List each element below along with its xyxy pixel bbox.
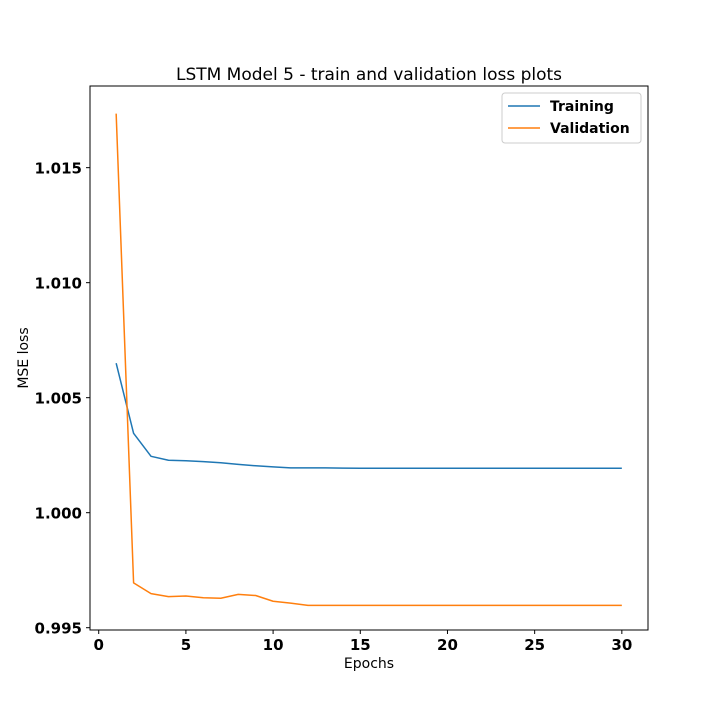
y-tick-label: 1.010: [35, 275, 82, 293]
y-tick-label: 1.005: [35, 390, 82, 408]
x-tick-label: 20: [437, 636, 458, 654]
x-axis: 0 5 10 15 20 25 30: [94, 630, 632, 654]
plot-frame: [89, 85, 649, 631]
y-tick-label: 1.015: [35, 160, 82, 178]
y-tick-label: 1.000: [35, 505, 82, 523]
series-layer: [115, 113, 622, 607]
x-axis-label: Epochs: [344, 656, 394, 672]
x-tick-label: 0: [94, 636, 104, 654]
x-tick-label: 25: [524, 636, 545, 654]
y-axis: 0.995 1.000 1.005 1.010 1.015: [35, 160, 90, 638]
chart-title: LSTM Model 5 - train and validation loss…: [176, 65, 562, 85]
y-tick-label: 0.995: [35, 620, 82, 638]
series-line-validation: [115, 113, 622, 607]
x-tick-label: 15: [350, 636, 371, 654]
x-tick-label: 5: [181, 636, 191, 654]
legend-label-training: Training: [550, 99, 614, 115]
x-tick-label: 30: [611, 636, 632, 654]
series-line-training: [115, 362, 622, 470]
legend: Training Validation: [501, 92, 642, 144]
y-axis-label: MSE loss: [16, 327, 32, 388]
x-tick-label: 10: [263, 636, 284, 654]
legend-label-validation: Validation: [550, 121, 630, 137]
